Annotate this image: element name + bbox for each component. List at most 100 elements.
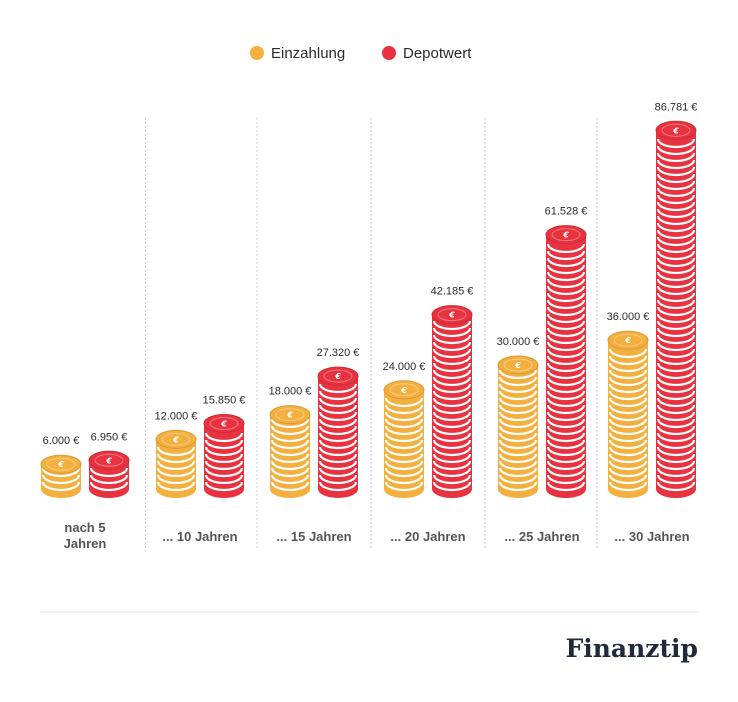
coin-edge [318, 467, 358, 478]
bar-einzahlung-6: € [607, 330, 649, 498]
category-label: ... 30 Jahren [614, 529, 689, 544]
coin-edge [656, 439, 696, 450]
coin-edge [498, 404, 538, 415]
value-label-depotwert: 15.850 € [203, 394, 246, 406]
coin-edge [546, 320, 586, 331]
coin-edge [318, 425, 358, 436]
coin-edge [656, 250, 696, 261]
coin-edge [656, 418, 696, 429]
coin-edge [656, 236, 696, 247]
coin-edge [546, 411, 586, 422]
coin-edge [498, 453, 538, 464]
bar-depotwert-4: € [431, 305, 473, 498]
euro-icon: € [562, 231, 569, 240]
coin-edge [656, 474, 696, 485]
coin-edge [546, 369, 586, 380]
coin-edge [318, 404, 358, 415]
euro-icon: € [672, 126, 679, 135]
coin-edge [656, 166, 696, 177]
coin-edge [656, 348, 696, 359]
coin-top [431, 305, 473, 325]
coin-edge [546, 341, 586, 352]
coin-edge [608, 397, 648, 408]
coin-edge [608, 369, 648, 380]
coin-edge [546, 397, 586, 408]
category-label: ... 15 Jahren [276, 529, 351, 544]
coin-edge [498, 467, 538, 478]
euro-icon: € [514, 361, 521, 370]
coin-top [40, 454, 82, 474]
coin-rim [94, 453, 124, 467]
coin-edge [432, 348, 472, 359]
coin-edge [432, 320, 472, 331]
coin-edge [432, 446, 472, 457]
euro-icon: € [286, 411, 293, 420]
coin-rim [389, 383, 419, 397]
coin-edge [608, 404, 648, 415]
coin-edge [384, 460, 424, 471]
coin-stacks: € € € € € € € € € € € € [40, 120, 697, 498]
coin-edge [656, 215, 696, 226]
coin-edge [204, 439, 244, 450]
coin-edge [546, 376, 586, 387]
coin-edge [546, 467, 586, 478]
coin-edge [546, 418, 586, 429]
euro-icon: € [624, 336, 631, 345]
coin-edge [608, 474, 648, 485]
value-label-depotwert: 61.528 € [545, 206, 588, 218]
coin-edge [318, 411, 358, 422]
coin-rim [613, 333, 643, 347]
coin-edge [656, 334, 696, 345]
coin-edge [656, 432, 696, 443]
coin-edge [608, 362, 648, 373]
coin-edge [432, 481, 472, 492]
coin-rim [661, 123, 691, 137]
coin-edge [498, 425, 538, 436]
coin-edge [546, 306, 586, 317]
coin-edge [204, 474, 244, 485]
coin-edge [432, 460, 472, 471]
coin-edge [656, 194, 696, 205]
category-label: ... 25 Jahren [504, 529, 579, 544]
value-label-einzahlung: 12.000 € [155, 410, 198, 422]
coin-edge [608, 467, 648, 478]
coin-edge [546, 383, 586, 394]
coin-edge [656, 313, 696, 324]
coin-edge [204, 481, 244, 492]
bar-depotwert-6: € [655, 120, 697, 498]
coin-edge [656, 453, 696, 464]
coin-edge [270, 439, 310, 450]
coin-edge [318, 439, 358, 450]
coin-edge [432, 411, 472, 422]
brand-logo: Finanztip [565, 634, 698, 663]
coin-edge [656, 229, 696, 240]
coin-edge [656, 180, 696, 191]
coin-edge [656, 299, 696, 310]
coin-rim [551, 228, 581, 242]
coin-edge [546, 404, 586, 415]
value-label-einzahlung: 6.000 € [43, 435, 80, 447]
coin-edge [41, 467, 81, 478]
value-label-depotwert: 42.185 € [431, 286, 474, 298]
coin-edge [656, 306, 696, 317]
coin-edge [498, 460, 538, 471]
coin-edge [608, 481, 648, 492]
coin-edge [156, 446, 196, 457]
bar-depotwert-1: € [88, 450, 130, 498]
coin-edge [656, 404, 696, 415]
value-label-depotwert: 6.950 € [91, 431, 128, 443]
coin-edge [318, 418, 358, 429]
coin-stack-body [204, 423, 244, 498]
coin-edge [608, 355, 648, 366]
coin-top [607, 330, 649, 350]
coin-edge [656, 376, 696, 387]
coin-edge [656, 243, 696, 254]
coin-edge [270, 418, 310, 429]
value-label-einzahlung: 30.000 € [497, 336, 540, 348]
coin-edge [656, 467, 696, 478]
coin-edge [498, 432, 538, 443]
euro-icon: € [448, 311, 455, 320]
coin-edge [608, 460, 648, 471]
coin-edge [546, 327, 586, 338]
